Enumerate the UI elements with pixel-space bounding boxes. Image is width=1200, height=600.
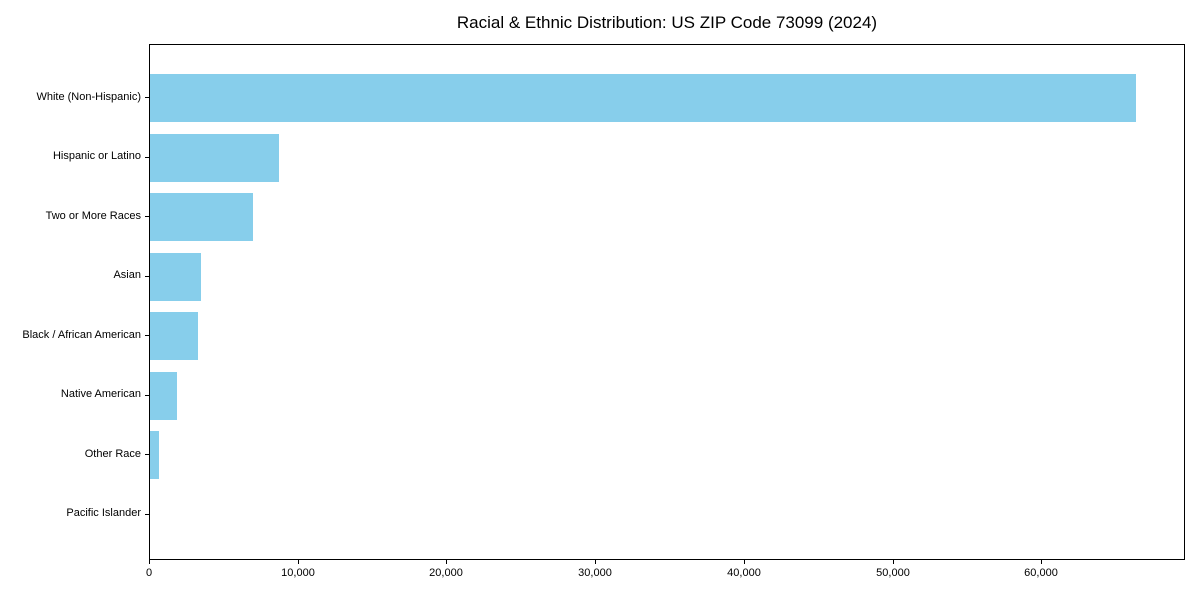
x-axis-tick bbox=[744, 560, 745, 564]
x-axis-tick bbox=[149, 560, 150, 564]
y-axis-tick bbox=[145, 395, 149, 396]
y-axis-tick bbox=[145, 335, 149, 336]
y-tick-label-black-african-american: Black / African American bbox=[22, 329, 141, 341]
y-axis-tick bbox=[145, 276, 149, 277]
bar-other-race bbox=[150, 431, 159, 480]
x-tick-label-20000: 20,000 bbox=[429, 567, 463, 579]
y-axis-tick bbox=[145, 157, 149, 158]
x-tick-label-60000: 60,000 bbox=[1024, 567, 1058, 579]
y-tick-label-asian: Asian bbox=[113, 269, 141, 281]
x-tick-label-50000: 50,000 bbox=[876, 567, 910, 579]
y-tick-label-other-race: Other Race bbox=[84, 448, 141, 460]
x-tick-label-30000: 30,000 bbox=[578, 567, 612, 579]
x-tick-label-40000: 40,000 bbox=[727, 567, 761, 579]
y-tick-label-pacific-islander: Pacific Islander bbox=[66, 507, 141, 519]
x-axis-tick bbox=[595, 560, 596, 564]
bar-two-or-more-races bbox=[150, 193, 253, 242]
bar-native-american bbox=[150, 371, 177, 420]
plot-area bbox=[149, 44, 1185, 560]
bar-black-african-american bbox=[150, 312, 198, 361]
x-axis-tick bbox=[446, 560, 447, 564]
y-axis-tick bbox=[145, 454, 149, 455]
x-axis-tick bbox=[298, 560, 299, 564]
y-tick-label-native-american: Native American bbox=[60, 388, 141, 400]
x-tick-label-10000: 10,000 bbox=[281, 567, 315, 579]
y-axis-tick bbox=[145, 514, 149, 515]
bar-white-non-hispanic bbox=[150, 74, 1136, 122]
chart-title: Racial & Ethnic Distribution: US ZIP Cod… bbox=[456, 13, 878, 32]
bar-hispanic-or-latino bbox=[150, 133, 279, 182]
x-axis-tick bbox=[1041, 560, 1042, 564]
bar-asian bbox=[150, 252, 201, 301]
y-axis-tick bbox=[145, 97, 149, 98]
y-tick-label-white-non-hispanic: White (Non-Hispanic) bbox=[36, 91, 141, 103]
y-tick-label-hispanic-or-latino: Hispanic or Latino bbox=[52, 150, 141, 162]
x-tick-label-0: 0 bbox=[145, 567, 153, 579]
y-tick-label-two-or-more-races: Two or More Races bbox=[45, 210, 141, 222]
y-axis-tick bbox=[145, 216, 149, 217]
x-axis-tick bbox=[893, 560, 894, 564]
